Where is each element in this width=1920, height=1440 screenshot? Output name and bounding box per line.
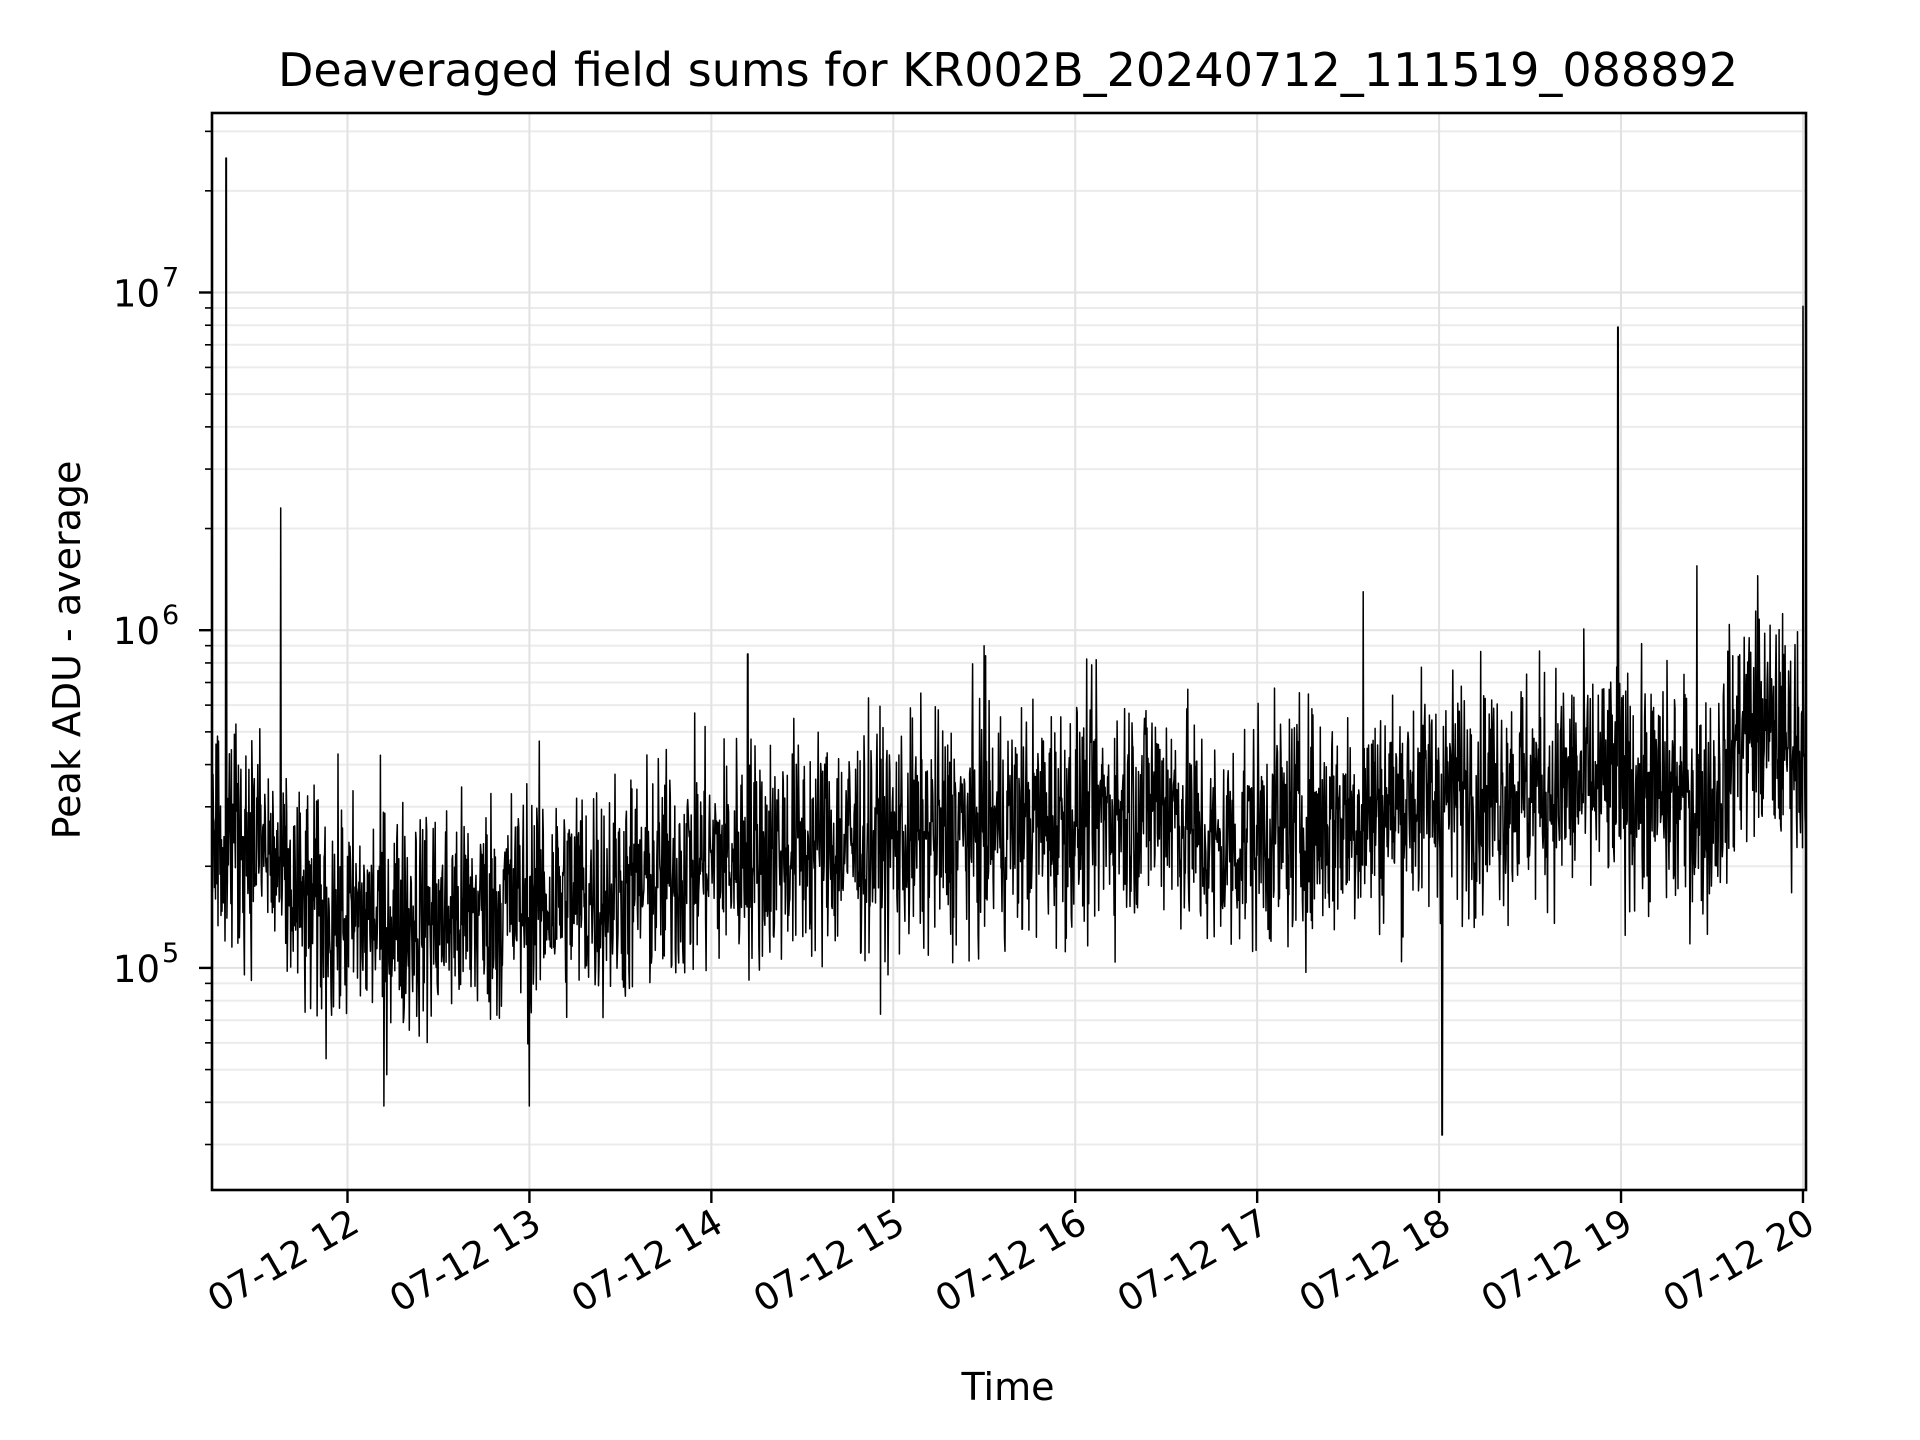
series-line [211, 157, 1807, 1136]
series-layer [211, 157, 1807, 1136]
y-tick-label: 10 [113, 948, 160, 991]
plot-area [210, 111, 1808, 1192]
y-tick-exponent: 7 [162, 262, 179, 293]
plot-frame [210, 111, 1808, 1192]
y-tick-exponent: 5 [162, 938, 179, 969]
y-tick-label: 10 [113, 610, 160, 653]
y-tick-label: 10 [113, 272, 160, 315]
chart-title: Deaveraged field sums for KR002B_2024071… [278, 43, 1738, 97]
y-axis-label: Peak ADU - average [45, 461, 89, 840]
x-axis-label: Time [961, 1365, 1055, 1409]
y-tick-exponent: 6 [162, 600, 179, 631]
